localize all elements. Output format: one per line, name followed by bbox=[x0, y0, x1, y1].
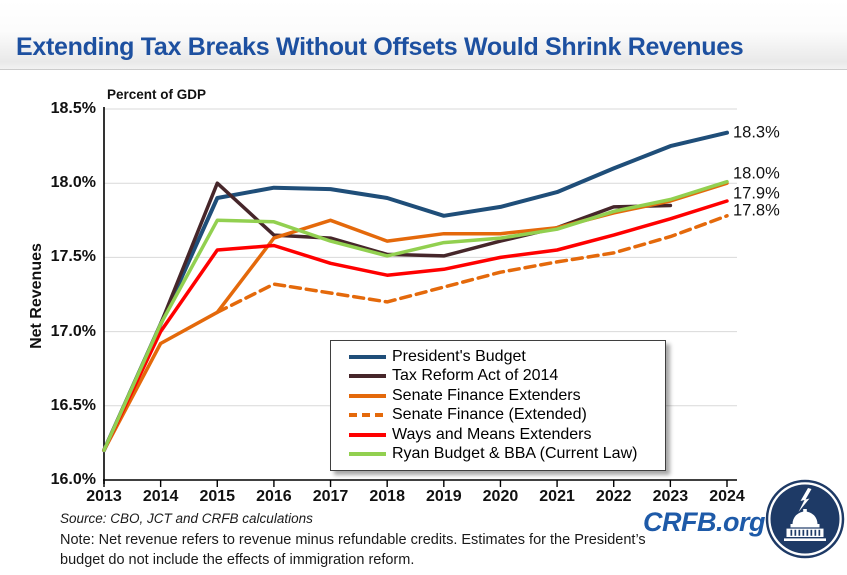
legend-line-swatch bbox=[349, 452, 386, 457]
y-tick-label: 17.0% bbox=[50, 322, 96, 340]
x-tick-label: 2013 bbox=[86, 488, 122, 505]
y-tick-label: 16.5% bbox=[50, 396, 96, 414]
chart-title: Extending Tax Breaks Without Offsets Wou… bbox=[16, 33, 744, 61]
x-tick-label: 2016 bbox=[256, 488, 292, 505]
legend-line-swatch bbox=[349, 354, 386, 359]
x-tick-label: 2021 bbox=[539, 488, 575, 505]
legend-label: Senate Finance Extenders bbox=[392, 386, 581, 404]
y-tick-label: 18.0% bbox=[50, 174, 96, 192]
legend-line-swatch bbox=[349, 432, 386, 437]
legend-item: Ryan Budget & BBA (Current Law) bbox=[349, 445, 661, 465]
y-tick-label: 18.5% bbox=[50, 100, 96, 117]
end-label: 17.8% bbox=[733, 201, 780, 220]
legend-line-swatch bbox=[349, 393, 386, 398]
legend-dashed-line-swatch bbox=[349, 413, 386, 418]
x-tick-label: 2018 bbox=[369, 488, 405, 505]
source-note: Source: CBO, JCT and CRFB calculations bbox=[60, 511, 313, 526]
units-label: Percent of GDP bbox=[107, 87, 207, 102]
end-label: 18.3% bbox=[733, 123, 780, 142]
x-tick-label: 2017 bbox=[312, 488, 349, 505]
legend-label: President's Budget bbox=[392, 347, 526, 365]
legend-item: Ways and Means Extenders bbox=[349, 425, 661, 445]
series-line-ryan-budget-bba-current-law bbox=[102, 179, 729, 453]
x-tick-label: 2019 bbox=[426, 488, 462, 505]
x-tick-label: 2015 bbox=[199, 488, 236, 505]
series-line-president-s-budget bbox=[102, 130, 729, 453]
legend-item: President's Budget bbox=[349, 347, 661, 367]
end-label: 18.0% bbox=[733, 164, 780, 183]
y-tick-label: 16.0% bbox=[50, 471, 96, 488]
x-tick-label: 2022 bbox=[595, 488, 632, 505]
legend-item: Tax Reform Act of 2014 bbox=[349, 367, 661, 387]
capitol-dome-icon bbox=[765, 479, 845, 559]
crfb-logo bbox=[765, 479, 845, 559]
x-tick-label: 2024 bbox=[709, 488, 745, 505]
legend-label: Senate Finance (Extended) bbox=[392, 406, 587, 424]
end-label: 17.9% bbox=[733, 184, 780, 203]
crfb-org-label: CRFB.org bbox=[643, 507, 765, 537]
footnote: Note: Net revenue refers to revenue minu… bbox=[60, 532, 646, 568]
series-line-senate-finance-extended bbox=[215, 214, 729, 315]
legend-item: Senate Finance Extenders bbox=[349, 386, 661, 406]
legend-label: Ways and Means Extenders bbox=[392, 425, 592, 443]
legend-line-swatch bbox=[349, 374, 386, 379]
series-line-ways-and-means-extenders bbox=[102, 199, 729, 453]
title-bar: Extending Tax Breaks Without Offsets Wou… bbox=[0, 0, 847, 70]
legend-box: President's Budget Tax Reform Act of 2014… bbox=[330, 340, 666, 471]
y-tick-label: 17.5% bbox=[50, 248, 96, 266]
x-tick-label: 2023 bbox=[652, 488, 689, 505]
x-tick-label: 2014 bbox=[142, 488, 179, 505]
x-tick-label: 2020 bbox=[482, 488, 519, 505]
legend-item: Senate Finance (Extended) bbox=[349, 406, 661, 426]
legend-label: Ryan Budget & BBA (Current Law) bbox=[392, 445, 638, 463]
legend-label: Tax Reform Act of 2014 bbox=[392, 367, 559, 385]
